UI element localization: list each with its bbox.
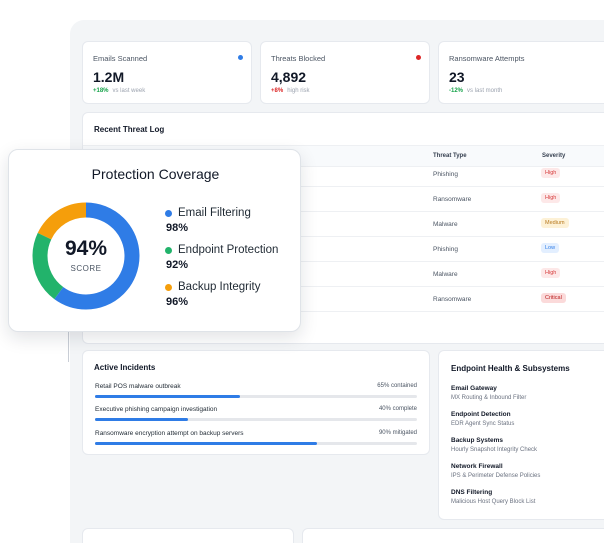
donut-segment-backup-integrity: [32, 202, 140, 310]
threat-type-cell: Malware: [433, 221, 458, 228]
threat-type-cell: Malware: [433, 271, 458, 278]
severity-badge: Low: [541, 243, 560, 253]
severity-badge: Critical: [541, 293, 566, 303]
stat-card-emails-scanned[interactable]: Emails Scanned 1.2M +18% vs last week: [82, 41, 252, 104]
incident-progress-track: [95, 418, 417, 421]
incident-progress-track: [95, 395, 417, 398]
threat-log-title: Recent Threat Log: [94, 125, 165, 134]
subsystem-name[interactable]: Network Firewall: [451, 463, 503, 470]
bottom-card-left: [82, 528, 294, 543]
incident-name[interactable]: Ransomware encryption attempt on backup …: [95, 430, 244, 437]
protection-coverage-card: Protection Coverage 94% SCORE Email Filt…: [8, 149, 301, 332]
legend-value: 92%: [166, 259, 189, 271]
threat-type-cell: Ransomware: [433, 296, 472, 303]
subsystem-desc: Hourly Snapshot Integrity Check: [451, 447, 538, 453]
donut-segment-endpoint-protection: [32, 202, 140, 310]
table-row[interactable]: Ransomware High: [83, 187, 604, 212]
incident-status: 40% complete: [378, 406, 417, 412]
incident-progress-track: [95, 442, 417, 445]
stat-value: 23: [449, 69, 465, 85]
stat-change: +8% high risk: [271, 88, 310, 94]
column-header-severity[interactable]: Severity: [542, 153, 566, 159]
severity-badge: Medium: [541, 218, 569, 228]
incident-name[interactable]: Executive phishing campaign investigatio…: [95, 406, 218, 413]
subsystem-name[interactable]: DNS Filtering: [451, 489, 493, 496]
stat-change: -12% vs last month: [449, 88, 502, 94]
legend-label: Backup Integrity: [178, 281, 261, 293]
status-dot-icon: [416, 55, 421, 60]
active-incidents-card: Active Incidents Retail POS malware outb…: [82, 350, 430, 455]
threat-type-cell: Phishing: [433, 246, 458, 253]
stat-change-value: +8%: [271, 88, 284, 94]
score-value: 94%: [64, 237, 108, 260]
bottom-card-right: [302, 528, 604, 543]
incident-progress-fill: [95, 395, 240, 398]
severity-badge: High: [541, 268, 561, 278]
legend-label: Endpoint Protection: [178, 244, 279, 256]
legend-dot-icon: [165, 247, 172, 254]
status-dot-icon: [238, 55, 243, 60]
stat-card-ransomware-attempts[interactable]: Ransomware Attempts 23 -12% vs last month: [438, 41, 604, 104]
severity-badge: High: [541, 168, 561, 178]
active-incidents-title: Active Incidents: [94, 363, 156, 372]
legend-dot-icon: [165, 210, 172, 217]
incident-progress-fill: [95, 418, 189, 421]
incident-name[interactable]: Retail POS malware outbreak: [95, 383, 181, 390]
stat-value: 4,892: [271, 69, 307, 85]
stat-change-sub: high risk: [287, 88, 310, 94]
subsystem-name[interactable]: Email Gateway: [451, 385, 497, 392]
connector-line: [68, 332, 69, 362]
subsystem-name[interactable]: Backup Systems: [451, 437, 504, 444]
legend-dot-icon: [165, 284, 172, 291]
stat-change-value: +18%: [93, 88, 109, 94]
threat-type-cell: Ransomware: [433, 196, 472, 203]
stat-change-value: -12%: [449, 88, 464, 94]
subsystem-name[interactable]: Endpoint Detection: [451, 411, 511, 418]
incident-status: 65% contained: [377, 383, 417, 389]
subsystem-desc: EDR Agent Sync Status: [451, 421, 515, 427]
table-row[interactable]: Malware High: [83, 262, 604, 287]
score-label: SCORE: [70, 264, 102, 273]
coverage-donut-chart: [32, 202, 140, 310]
legend-label: Email Filtering: [178, 207, 251, 219]
stat-value: 1.2M: [93, 69, 125, 85]
table-row[interactable]: Phishing High: [83, 162, 604, 187]
threat-type-cell: Phishing: [433, 171, 458, 178]
stat-label: Emails Scanned: [93, 54, 148, 63]
incident-status: 90% mitigated: [378, 430, 417, 436]
coverage-title: Protection Coverage: [91, 166, 220, 182]
incident-progress-fill: [95, 442, 318, 445]
table-row[interactable]: Malware Medium: [83, 212, 604, 237]
table-row[interactable]: Ransomware Critical: [83, 287, 604, 312]
stat-card-threats-blocked[interactable]: Threats Blocked 4,892 +8% high risk: [260, 41, 430, 104]
stat-change: +18% vs last week: [93, 88, 145, 94]
subsystem-desc: Malicious Host Query Block List: [451, 499, 536, 505]
stat-label: Threats Blocked: [271, 54, 326, 63]
subsystem-desc: IPS & Perimeter Defense Policies: [451, 473, 541, 479]
endpoint-health-card: Endpoint Health & Subsystems Email Gatew…: [438, 350, 604, 520]
stat-label: Ransomware Attempts: [449, 54, 525, 63]
table-row[interactable]: Phishing Low: [83, 237, 604, 262]
legend-value: 96%: [166, 296, 189, 308]
column-header-threat-type[interactable]: Threat Type: [433, 153, 467, 159]
endpoint-health-title: Endpoint Health & Subsystems: [451, 364, 570, 373]
legend-value: 98%: [166, 222, 189, 234]
severity-badge: High: [541, 193, 561, 203]
stat-change-sub: vs last month: [467, 88, 503, 94]
stat-change-sub: vs last week: [112, 88, 146, 94]
subsystem-desc: MX Routing & Inbound Filter: [451, 395, 527, 401]
